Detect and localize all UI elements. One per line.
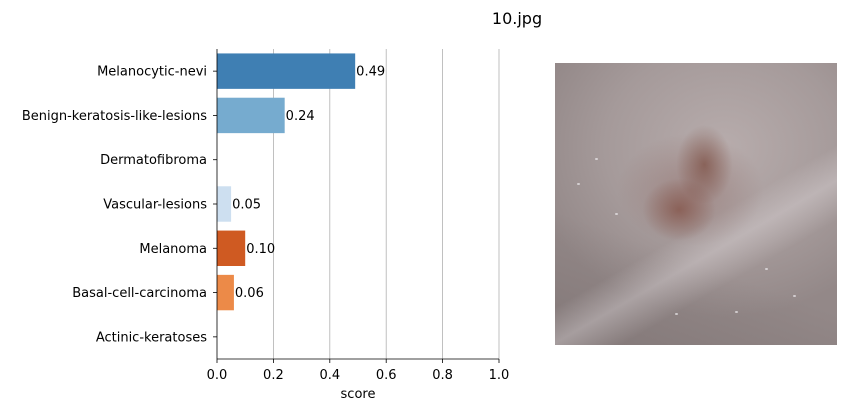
x-tick-label: 1.0 (489, 368, 510, 383)
speck (595, 158, 598, 160)
category-label: Melanocytic-nevi (97, 65, 207, 80)
speck (793, 295, 796, 297)
category-label: Actinic-keratoses (96, 330, 207, 345)
speck (765, 268, 768, 270)
x-axis-label: score (341, 387, 376, 402)
bar (217, 186, 232, 222)
bar (217, 230, 246, 266)
x-tick-labels: 0.0 0.2 0.4 0.6 0.8 1.0 (207, 368, 510, 383)
speck (615, 213, 618, 215)
bars (217, 53, 356, 311)
speck (735, 311, 738, 313)
x-tick-label: 0.6 (376, 368, 397, 383)
category-labels: Melanocytic-nevi Benign-keratosis-like-le… (22, 65, 207, 346)
category-label: Basal-cell-carcinoma (72, 286, 207, 301)
category-label: Vascular-lesions (103, 198, 207, 213)
x-tick-label: 0.4 (319, 368, 340, 383)
speck (577, 183, 580, 185)
axes (213, 49, 500, 363)
x-tick-label: 0.8 (432, 368, 453, 383)
category-label: Melanoma (139, 242, 207, 257)
skin-lesion-photo (555, 63, 837, 345)
bar (217, 97, 285, 134)
bar (217, 274, 234, 311)
x-tick-label: 0.0 (207, 368, 228, 383)
value-label: 0.24 (286, 109, 315, 124)
category-label: Dermatofibroma (100, 153, 207, 168)
value-label: 0.05 (232, 198, 261, 213)
category-label: Benign-keratosis-like-lesions (22, 109, 207, 124)
speck (675, 313, 678, 315)
grid (272, 49, 500, 359)
value-label: 0.49 (356, 65, 385, 80)
value-label: 0.10 (246, 242, 275, 257)
value-label: 0.06 (235, 286, 264, 301)
x-tick-label: 0.2 (263, 368, 284, 383)
bar (217, 53, 356, 89)
value-labels: 0.49 0.24 0.05 0.10 0.06 (232, 65, 385, 301)
chart-title: 10.jpg (492, 9, 542, 28)
